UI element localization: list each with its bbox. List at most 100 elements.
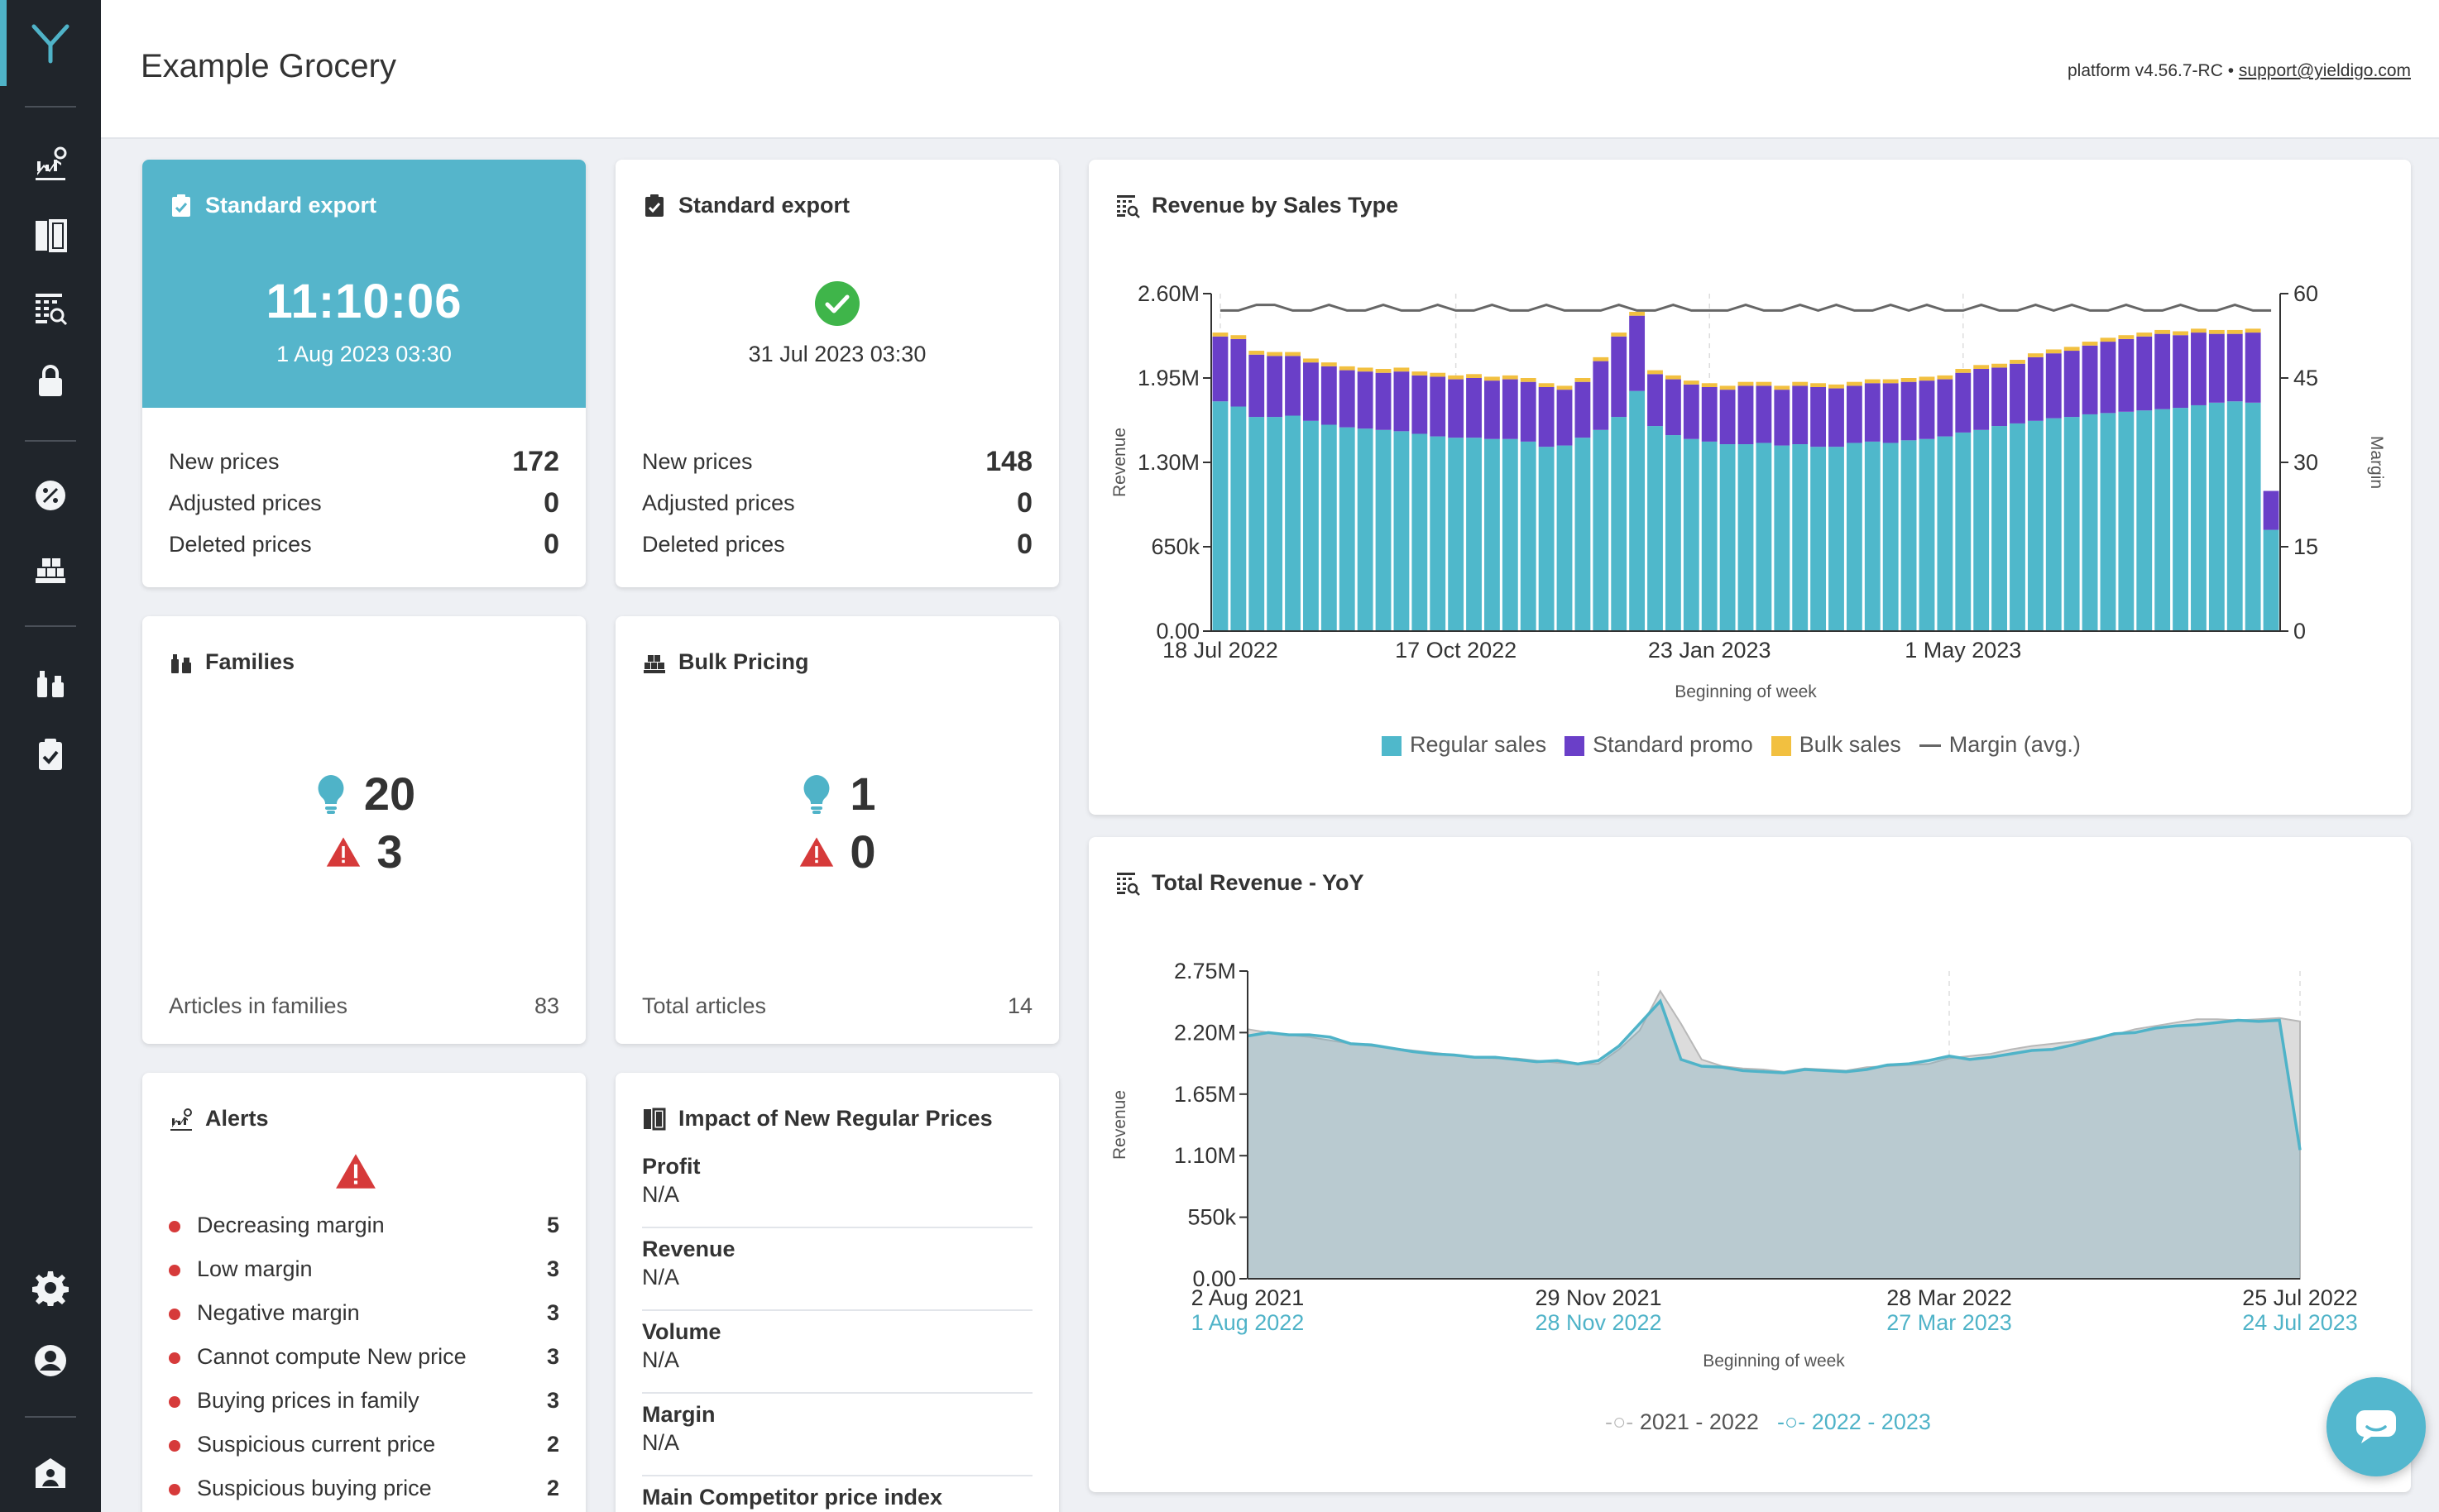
bar-bulk-sales: [1285, 352, 1301, 356]
card-title: Alerts: [169, 1106, 269, 1132]
bar-bulk-sales: [1466, 374, 1482, 378]
bar-regular-sales: [1448, 438, 1464, 631]
alert-item-suspicious-current[interactable]: Suspicious current price 2: [169, 1423, 559, 1467]
bar-standard-promo: [1991, 367, 2007, 427]
legend-regular-sales[interactable]: Regular sales: [1382, 732, 1546, 758]
alert-item-low-margin[interactable]: Low margin 3: [169, 1247, 559, 1291]
stat-value: 0: [544, 528, 559, 560]
sidebar-item-pricing-board[interactable]: [0, 207, 101, 265]
bar-bulk-sales: [2173, 331, 2188, 336]
sidebar-item-lock[interactable]: [0, 352, 101, 410]
bar-standard-promo: [1756, 385, 1772, 443]
footer-row: Total articles 14: [642, 993, 1033, 1019]
support-link[interactable]: support@yieldigo.com: [2238, 61, 2411, 80]
bar-regular-sales: [2027, 420, 2044, 631]
x-tick-label: 25 Jul 2022: [2242, 1285, 2358, 1310]
bar-standard-promo: [1357, 371, 1373, 429]
card-title-text: Alerts: [205, 1106, 269, 1131]
bulk-pricing-card[interactable]: Bulk Pricing 1 0 Total articles 14: [616, 616, 1059, 1044]
bar-bulk-sales: [1538, 383, 1555, 387]
x-tick-label-current: 1 Aug 2022: [1191, 1310, 1305, 1335]
alert-item-suspicious-buying[interactable]: Suspicious buying price 2: [169, 1467, 559, 1510]
bar-bulk-sales: [1792, 381, 1809, 386]
y2-tick-label: 60: [2293, 281, 2318, 306]
warnings-row: 3: [142, 825, 586, 878]
yieldigo-logo[interactable]: [0, 0, 101, 86]
bar-regular-sales: [1864, 441, 1881, 631]
sidebar-item-user[interactable]: [0, 1332, 101, 1390]
legend-2022-2023[interactable]: -○- 2022 - 2023: [1776, 1409, 1931, 1434]
alert-item-decreasing-margin[interactable]: Decreasing margin 5: [169, 1203, 559, 1247]
sidebar-item-families[interactable]: [0, 653, 101, 711]
warnings-count: 0: [850, 825, 876, 878]
sidebar-item-bulk[interactable]: [0, 539, 101, 597]
impact-label: Main Competitor price index: [642, 1485, 943, 1510]
alert-item-buying-prices-family[interactable]: Buying prices in family 3: [169, 1379, 559, 1423]
warning-icon: [800, 836, 834, 867]
families-card[interactable]: Families 20 3 Articles in families 83: [142, 616, 586, 1044]
sidebar-item-settings[interactable]: [0, 1259, 101, 1317]
warning-icon: [334, 1152, 377, 1190]
sidebar-divider: [25, 440, 76, 442]
alert-item-cannot-compute[interactable]: Cannot compute New price 3: [169, 1335, 559, 1379]
legend-bulk-sales[interactable]: Bulk sales: [1771, 732, 1901, 758]
x-tick-label-current: 28 Nov 2022: [1535, 1310, 1661, 1335]
impact-row-margin: Margin N/A: [642, 1394, 1033, 1476]
bar-regular-sales: [1792, 444, 1809, 631]
bar-standard-promo: [1593, 361, 1609, 430]
card-title-text: Families: [205, 649, 295, 674]
bar-regular-sales: [1375, 429, 1392, 631]
legend-standard-promo[interactable]: Standard promo: [1565, 732, 1753, 758]
sidebar-item-reports[interactable]: [0, 280, 101, 337]
impact-value: N/A: [642, 1347, 680, 1372]
bar-bulk-sales: [1574, 378, 1591, 382]
card-title-text: Standard export: [678, 193, 851, 218]
reports-icon: [1117, 194, 1140, 218]
bar-standard-promo: [1375, 372, 1392, 430]
legend-margin-avg[interactable]: Margin (avg.): [1919, 732, 2081, 758]
bar-regular-sales: [1267, 417, 1283, 631]
bar-standard-promo: [1611, 336, 1627, 418]
y-tick-label: 1.10M: [1174, 1143, 1236, 1168]
sidebar-item-exports[interactable]: [0, 726, 101, 784]
bar-bulk-sales: [1556, 385, 1573, 390]
clipboard-check-icon: [172, 194, 190, 217]
bar-bulk-sales: [2226, 329, 2243, 334]
card-title: Bulk Pricing: [642, 649, 809, 675]
y-axis-title: Revenue: [1110, 428, 1129, 497]
pricing-board-icon: [36, 219, 67, 252]
impact-label: Revenue: [642, 1237, 736, 1261]
bar-standard-promo: [1248, 354, 1265, 418]
alert-item-negative-margin[interactable]: Negative margin 3: [169, 1291, 559, 1335]
bar-bulk-sales: [1520, 378, 1536, 382]
chart-legend: -○- 2021 - 2022 -○- 2022 - 2023: [1605, 1409, 1931, 1435]
bar-bulk-sales: [1919, 376, 1935, 381]
chat-button[interactable]: [2326, 1377, 2426, 1476]
bar-standard-promo: [1430, 376, 1446, 437]
y-tick-label: 1.95M: [1138, 366, 1200, 390]
legend-2021-2022[interactable]: -○- 2021 - 2022: [1605, 1409, 1759, 1434]
bar-bulk-sales: [1737, 381, 1754, 386]
sidebar-item-promo[interactable]: [0, 467, 101, 524]
bar-bulk-sales: [1611, 333, 1627, 337]
sidebar-item-admin[interactable]: [0, 1444, 101, 1502]
bar-bulk-sales: [2136, 333, 2153, 337]
y-tick-label: 2.75M: [1174, 959, 1236, 983]
sidebar-item-dashboard[interactable]: [0, 134, 101, 192]
impact-value: N/A: [642, 1430, 680, 1455]
alert-list: Decreasing margin 5 Low margin 3 Negative …: [169, 1203, 559, 1510]
logo-icon: [31, 24, 69, 64]
bar-bulk-sales: [1900, 378, 1917, 382]
alert-count: 3: [546, 1388, 559, 1413]
bar-regular-sales: [1411, 433, 1428, 631]
stat-label: New prices: [642, 448, 753, 474]
lightbulb-icon: [803, 774, 830, 814]
bar-bulk-sales: [1882, 379, 1899, 384]
stat-value: 172: [512, 445, 559, 477]
bar-regular-sales: [1973, 429, 1990, 631]
impact-card: Impact of New Regular Prices Profit N/A R…: [616, 1073, 1059, 1512]
standard-export-previous-card: Standard export 31 Jul 2023 03:30 New pr…: [616, 160, 1059, 587]
bar-standard-promo: [1466, 378, 1482, 438]
bar-regular-sales: [1683, 438, 1699, 631]
bar-standard-promo: [1919, 380, 1935, 439]
